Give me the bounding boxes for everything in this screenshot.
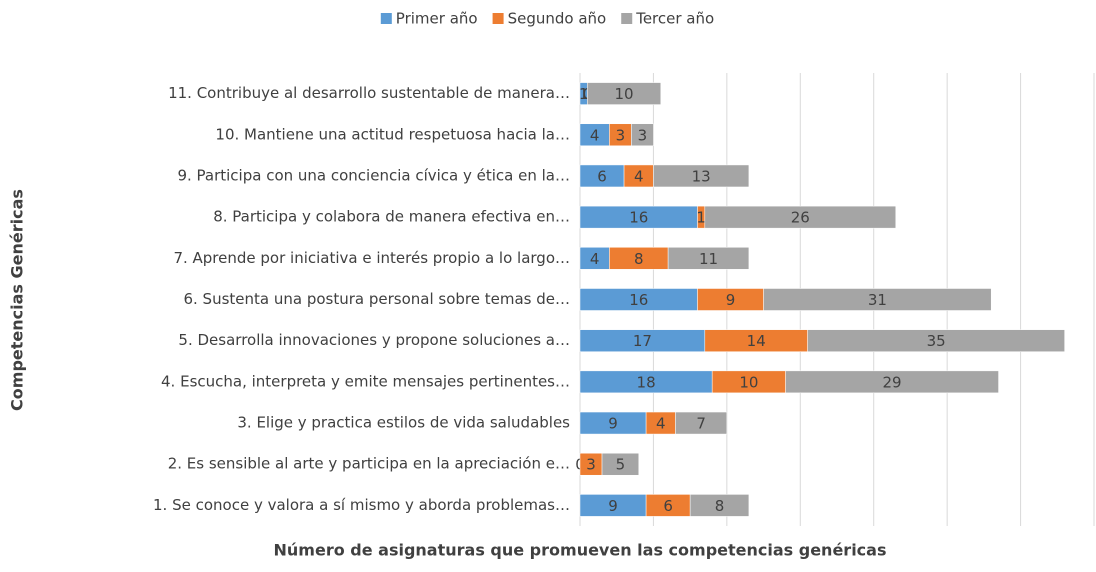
bar-segment	[704, 205, 896, 229]
legend-swatch	[492, 13, 504, 24]
category-label: 5. Desarrolla innovaciones y propone sol…	[178, 331, 570, 349]
bar-segment	[675, 411, 728, 435]
bar-segment	[785, 370, 999, 394]
bar-segment	[587, 82, 662, 105]
legend-swatch	[380, 13, 392, 24]
legend-label: Segundo año	[508, 10, 607, 28]
value-label: 26	[791, 209, 810, 227]
category-label: 6. Sustenta una postura personal sobre t…	[183, 290, 570, 308]
bar-segment	[689, 494, 750, 517]
legend-label: Tercer año	[635, 10, 714, 28]
value-label: 5	[616, 456, 626, 474]
category-label: 2. Es sensible al arte y participa en la…	[168, 455, 570, 473]
bar-segment	[601, 452, 639, 476]
value-label: 8	[634, 250, 644, 268]
value-label: 6	[663, 497, 673, 515]
value-label: 3	[616, 126, 626, 144]
bar-segment	[807, 329, 1065, 352]
category-label: 3. Elige y practica estilos de vida salu…	[237, 414, 570, 432]
value-label: 29	[883, 373, 902, 391]
value-label: 4	[590, 250, 600, 268]
bar-segment	[653, 164, 750, 188]
value-label: 4	[656, 415, 666, 433]
value-label: 14	[747, 332, 766, 350]
legend-swatch	[621, 13, 633, 24]
bar-segment	[631, 123, 654, 147]
value-label: 4	[634, 167, 644, 185]
category-label: 9. Participa con una conciencia cívica y…	[177, 166, 570, 184]
value-label: 9	[726, 291, 736, 309]
category-label: 1. Se conoce y valora a sí mismo y abord…	[153, 496, 570, 514]
value-label: 10	[739, 373, 758, 391]
category-label: 4. Escucha, interpreta y emite mensajes …	[161, 372, 570, 390]
value-label: 18	[637, 373, 656, 391]
value-label: 6	[597, 167, 607, 185]
value-label: 35	[927, 332, 946, 350]
value-label: 13	[692, 167, 711, 185]
value-label: 8	[715, 497, 725, 515]
x-axis-title: Número de asignaturas que promueven las …	[274, 541, 887, 560]
category-label: 11. Contribuye al desarrollo sustentable…	[168, 84, 570, 102]
value-label: 31	[868, 291, 887, 309]
value-label: 3	[638, 126, 648, 144]
category-label: 10. Mantiene una actitud respetuosa haci…	[215, 125, 570, 143]
value-label: 1	[579, 85, 589, 103]
value-label: 17	[633, 332, 652, 350]
category-label: 7. Aprende por iniciativa e interés prop…	[173, 249, 570, 267]
bar-segment	[667, 247, 750, 270]
legend-label: Primer año	[396, 10, 478, 28]
value-label: 10	[615, 85, 634, 103]
value-label: 7	[696, 415, 706, 433]
value-label: 9	[608, 497, 618, 515]
value-label: 11	[699, 250, 718, 268]
y-axis-title: Competencias Genéricas	[8, 189, 27, 411]
value-label: 3	[586, 456, 596, 474]
bar-segment	[763, 288, 992, 311]
value-label: 16	[629, 209, 648, 227]
value-label: 16	[629, 291, 648, 309]
category-label: 8. Participa y colabora de manera efecti…	[213, 208, 570, 226]
value-label: 1	[696, 209, 706, 227]
value-label: 4	[590, 126, 600, 144]
value-label: 9	[608, 415, 618, 433]
